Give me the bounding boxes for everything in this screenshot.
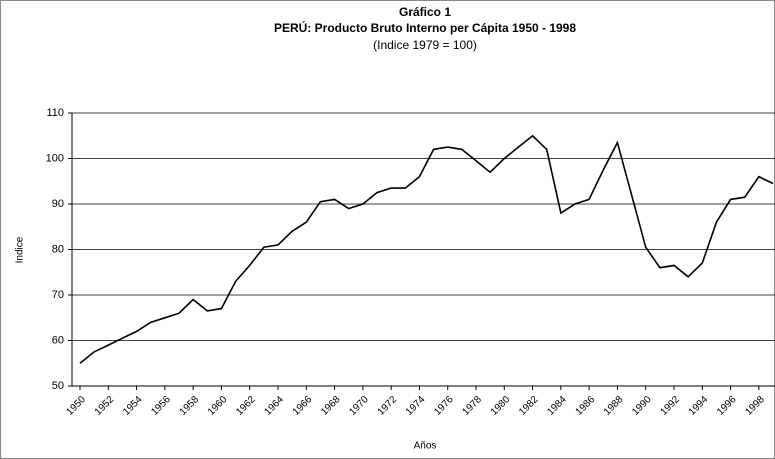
chart-note: (Indice 1979 = 100): [373, 38, 477, 52]
y-axis-label: Indice: [15, 236, 26, 263]
y-tick-label: 90: [52, 198, 64, 210]
y-tick-label: 50: [52, 380, 64, 392]
chart-title: Gráfico 1: [399, 5, 451, 19]
y-tick-label: 70: [52, 289, 64, 301]
y-tick-label: 60: [52, 334, 64, 346]
y-tick-label: 110: [46, 107, 64, 119]
chart-subtitle: PERÚ: Producto Bruto Interno per Cápita …: [274, 20, 576, 35]
x-axis-label: Años: [414, 441, 437, 452]
y-tick-label: 80: [52, 243, 64, 255]
y-tick-label: 100: [46, 152, 64, 164]
line: [79, 134, 774, 364]
